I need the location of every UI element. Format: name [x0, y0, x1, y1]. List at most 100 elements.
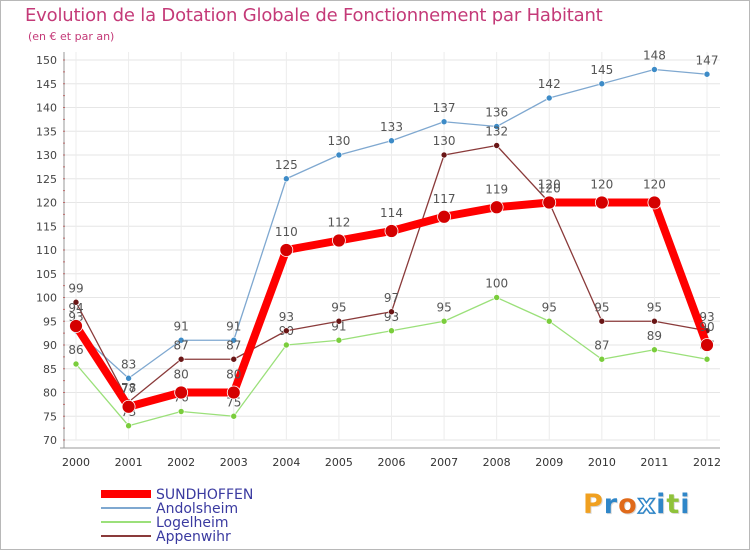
logo-letter: o — [618, 489, 638, 520]
data-point-sundhoffen — [174, 385, 189, 400]
proxiti-logo: Proxiti — [583, 488, 691, 521]
data-label-appenwihr: 120 — [538, 182, 561, 196]
y-tick-label: 130 — [36, 149, 57, 162]
data-point-sundhoffen — [121, 399, 136, 414]
data-label-sundhoffen: 117 — [433, 192, 456, 206]
data-point-andolsheim — [388, 137, 395, 145]
data-label-appenwihr: 87 — [226, 338, 241, 352]
data-label-logelheim: 75 — [226, 395, 241, 409]
data-point-andolsheim — [651, 66, 658, 73]
data-label-appenwihr: 93 — [699, 310, 714, 324]
data-point-logelheim — [335, 336, 343, 344]
x-tick-label: 2012 — [693, 456, 721, 469]
y-tick-label: 110 — [36, 244, 57, 257]
data-label-appenwihr: 95 — [331, 300, 346, 314]
y-tick-label: 135 — [36, 125, 57, 138]
data-point-appenwihr — [440, 151, 448, 159]
data-label-sundhoffen: 119 — [485, 182, 508, 196]
data-label-appenwihr: 87 — [174, 338, 189, 352]
x-tick-label: 2001 — [115, 456, 143, 469]
data-label-sundhoffen: 94 — [68, 301, 83, 315]
data-label-andolsheim: 136 — [485, 106, 508, 120]
data-point-logelheim — [125, 422, 132, 430]
data-label-sundhoffen: 120 — [538, 178, 561, 192]
data-point-andolsheim — [177, 336, 185, 344]
data-label-logelheim: 89 — [647, 329, 662, 343]
y-tick-label: 120 — [36, 197, 57, 210]
x-tick-label: 2002 — [167, 456, 195, 469]
data-point-sundhoffen — [226, 385, 241, 400]
y-tick-label: 70 — [43, 434, 57, 447]
logo-letter: t — [666, 489, 681, 520]
data-label-andolsheim: 91 — [226, 319, 241, 333]
data-point-appenwihr — [230, 355, 238, 363]
x-tick-label: 2009 — [535, 456, 563, 469]
data-point-andolsheim — [440, 118, 448, 126]
x-tick-label: 2008 — [483, 456, 511, 469]
data-label-appenwihr: 130 — [433, 134, 456, 148]
data-point-logelheim — [388, 327, 395, 335]
x-tick-label: 2011 — [640, 456, 668, 469]
data-point-sundhoffen — [279, 243, 294, 257]
data-point-appenwihr — [388, 308, 395, 316]
legend-label-andolsheim: Andolsheim — [156, 501, 238, 517]
data-label-logelheim: 95 — [542, 300, 557, 314]
data-point-appenwihr — [72, 298, 80, 306]
data-point-sundhoffen — [542, 195, 557, 210]
data-label-logelheim: 95 — [436, 300, 451, 314]
logo-letter: i — [656, 489, 667, 520]
data-label-sundhoffen: 120 — [590, 178, 613, 192]
data-point-appenwihr — [493, 142, 500, 149]
data-label-andolsheim: 142 — [538, 77, 561, 91]
data-point-sundhoffen — [437, 209, 451, 224]
data-point-andolsheim — [230, 336, 238, 344]
data-label-logelheim: 91 — [331, 319, 346, 333]
data-label-sundhoffen: 80 — [174, 368, 189, 382]
data-point-appenwihr — [177, 355, 185, 363]
legend-label-sundhoffen: SUNDHOFFEN — [156, 487, 253, 503]
logo-letter: P — [583, 489, 604, 520]
data-point-andolsheim — [125, 374, 132, 382]
logo-letter: i — [680, 489, 691, 520]
data-label-andolsheim: 133 — [380, 120, 403, 134]
data-label-andolsheim: 91 — [174, 319, 189, 333]
x-tick-label: 2006 — [378, 456, 406, 469]
data-point-sundhoffen — [647, 195, 662, 210]
chart-title: Evolution de la Dotation Globale de Fonc… — [25, 5, 603, 26]
data-label-appenwihr: 93 — [279, 310, 294, 324]
x-tick-label: 2005 — [325, 456, 353, 469]
x-tick-label: 2004 — [272, 456, 300, 469]
data-label-andolsheim: 148 — [643, 49, 666, 63]
data-label-logelheim: 100 — [485, 277, 508, 291]
data-point-appenwihr — [283, 327, 290, 335]
data-label-andolsheim: 93 — [68, 310, 83, 324]
y-tick-label: 85 — [43, 363, 57, 376]
data-point-sundhoffen — [332, 233, 346, 248]
data-point-logelheim — [598, 355, 606, 363]
data-point-andolsheim — [703, 70, 711, 78]
data-label-appenwihr: 95 — [647, 300, 662, 314]
x-tick-label: 2003 — [220, 456, 248, 469]
data-point-logelheim — [651, 346, 658, 354]
data-label-appenwihr: 132 — [485, 125, 508, 139]
logo-letter: r — [603, 489, 619, 520]
data-point-sundhoffen — [489, 200, 504, 215]
data-point-logelheim — [703, 355, 711, 363]
data-point-andolsheim — [493, 123, 500, 130]
data-label-sundhoffen: 112 — [327, 216, 350, 230]
data-point-andolsheim — [283, 175, 290, 183]
data-label-andolsheim: 137 — [433, 101, 456, 115]
data-point-logelheim — [440, 317, 448, 325]
data-label-andolsheim: 147 — [696, 53, 719, 67]
data-label-logelheim: 86 — [68, 343, 83, 357]
y-tick-label: 105 — [36, 268, 57, 281]
data-point-andolsheim — [545, 94, 553, 102]
x-tick-label: 2007 — [430, 456, 458, 469]
data-label-appenwihr: 99 — [68, 281, 83, 295]
data-point-appenwihr — [651, 317, 658, 325]
data-point-logelheim — [283, 341, 290, 349]
y-tick-label: 115 — [36, 220, 57, 233]
y-tick-label: 75 — [43, 410, 57, 423]
